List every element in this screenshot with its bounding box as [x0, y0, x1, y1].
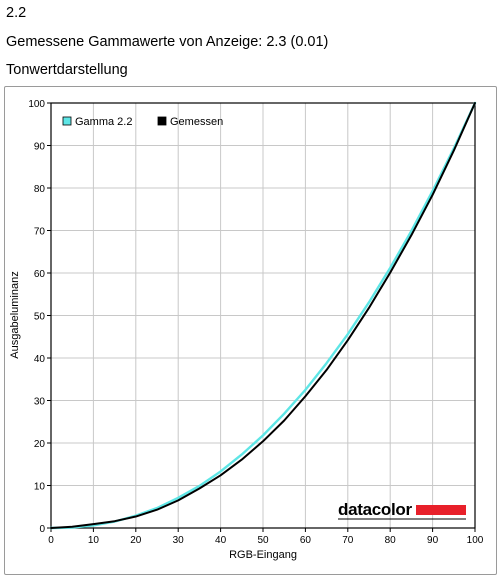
data-series: [49, 101, 477, 530]
x-tick-label: 10: [88, 535, 100, 546]
x-axis-label: RGB-Eingang: [229, 549, 297, 561]
legend-swatch-gamma22: [62, 116, 72, 126]
x-axis-ticks: 0 10 20 30 40 50 60 70 80 90 100: [48, 528, 484, 546]
legend-label-measured: Gemessen: [170, 116, 223, 128]
y-tick-label: 100: [28, 99, 45, 110]
x-tick-label: 40: [215, 535, 227, 546]
x-tick-label: 100: [467, 535, 484, 546]
y-axis-ticks: 0 10 20 30 40 50 60 70 80 90 100: [28, 99, 51, 535]
y-tick-label: 60: [34, 269, 46, 280]
chart-heading: Tonwertdarstellung: [6, 62, 128, 78]
y-tick-label: 50: [34, 312, 46, 323]
datacolor-logo-text: datacolor: [338, 500, 413, 519]
y-tick-label: 80: [34, 184, 46, 195]
datacolor-logo-bar: [416, 505, 466, 515]
legend-swatch-measured: [157, 116, 167, 126]
y-tick-label: 30: [34, 397, 46, 408]
x-tick-label: 90: [427, 535, 439, 546]
y-tick-label: 0: [39, 524, 45, 535]
x-tick-label: 60: [300, 535, 312, 546]
grid-lines: [51, 103, 475, 528]
x-tick-label: 50: [257, 535, 269, 546]
datacolor-logo: datacolor: [338, 500, 466, 520]
legend-label-gamma22: Gamma 2.2: [75, 116, 132, 128]
tone-response-chart-panel: 0 10 20 30 40 50 60 70 80 90 100 0 10 20 30 40 50 60 70 80…: [4, 86, 497, 575]
y-tick-label: 20: [34, 439, 46, 450]
x-tick-label: 80: [385, 535, 397, 546]
y-tick-label: 10: [34, 482, 46, 493]
measured-curve: [50, 102, 476, 529]
plot-area-frame: [50, 102, 476, 529]
section-number: 2.2: [6, 5, 27, 21]
x-tick-label: 0: [48, 535, 54, 546]
x-tick-label: 70: [342, 535, 354, 546]
y-tick-label: 90: [34, 142, 46, 153]
y-tick-label: 40: [34, 354, 46, 365]
y-tick-label: 70: [34, 227, 46, 238]
tone-response-chart: 0 10 20 30 40 50 60 70 80 90 100 0 10 20 30 40 50 60 70 80…: [9, 99, 484, 561]
gamma-summary-text: Gemessene Gammawerte von Anzeige: 2.3 (0…: [6, 34, 329, 50]
y-axis-label: Ausgabeluminanz: [9, 271, 21, 358]
x-tick-label: 30: [173, 535, 185, 546]
legend: Gamma 2.2 Gemessen: [62, 116, 223, 128]
x-tick-label: 20: [130, 535, 142, 546]
